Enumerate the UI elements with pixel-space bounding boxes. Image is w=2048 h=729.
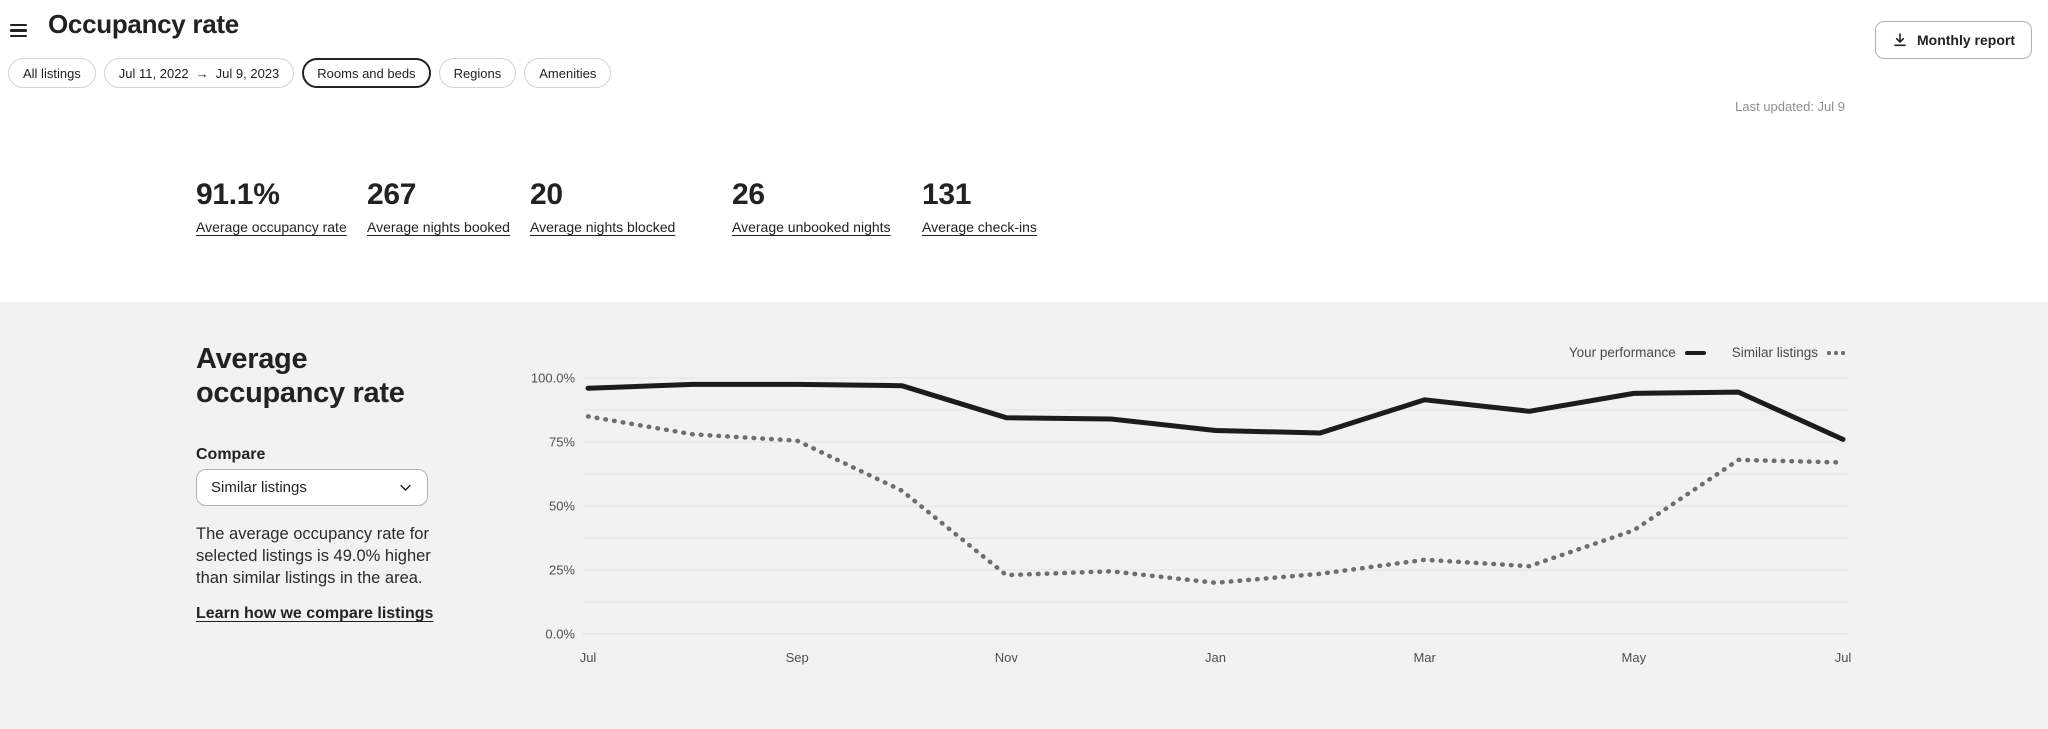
svg-text:100.0%: 100.0% bbox=[531, 371, 576, 386]
metric-label[interactable]: Average unbooked nights bbox=[732, 219, 891, 235]
compare-learn-link[interactable]: Learn how we compare listings bbox=[196, 605, 434, 622]
metric-occupancy-rate: 91.1% Average occupancy rate bbox=[196, 178, 347, 235]
filter-rooms-and-beds[interactable]: Rooms and beds bbox=[302, 58, 431, 88]
metric-label[interactable]: Average nights blocked bbox=[530, 219, 676, 235]
filter-regions-label: Regions bbox=[453, 65, 502, 81]
page-title: Occupancy rate bbox=[48, 9, 239, 39]
svg-text:Jul: Jul bbox=[1835, 650, 1852, 665]
legend-label: Your performance bbox=[1568, 345, 1676, 360]
metric-nights-blocked: 20 Average nights blocked bbox=[530, 178, 675, 235]
metric-check-ins: 131 Average check-ins bbox=[922, 178, 1037, 235]
last-updated-text: Last updated: Jul 9 bbox=[1735, 99, 1845, 114]
filter-all-listings-label: All listings bbox=[23, 65, 81, 81]
legend-label: Similar listings bbox=[1731, 345, 1818, 360]
metric-value: 267 bbox=[367, 178, 417, 211]
filter-amenities-label: Amenities bbox=[539, 65, 597, 81]
metric-value: 91.1% bbox=[196, 178, 280, 211]
svg-text:Jan: Jan bbox=[1205, 650, 1226, 665]
monthly-report-button[interactable]: Monthly report bbox=[1875, 21, 2032, 59]
metric-label[interactable]: Average check-ins bbox=[922, 219, 1037, 235]
solid-line-swatch-icon bbox=[1684, 350, 1706, 355]
svg-text:75%: 75% bbox=[549, 435, 575, 450]
metric-label[interactable]: Average occupancy rate bbox=[196, 219, 347, 235]
svg-text:May: May bbox=[1622, 650, 1647, 665]
filter-amenities[interactable]: Amenities bbox=[524, 58, 612, 88]
metric-nights-booked: 267 Average nights booked bbox=[367, 178, 510, 235]
chart-section: 0.0% 25% 50% 75% 100.0% Jul Sep Nov Jan Mar May Jul… bbox=[0, 302, 2048, 729]
metric-unbooked-nights: 26 Average unbooked nights bbox=[732, 178, 891, 235]
svg-text:Jul: Jul bbox=[580, 650, 597, 665]
dotted-line-swatch-icon bbox=[1827, 350, 1845, 355]
download-icon bbox=[1894, 33, 1906, 47]
svg-text:Mar: Mar bbox=[1413, 650, 1436, 665]
filter-regions[interactable]: Regions bbox=[438, 58, 517, 88]
hamburger-icon[interactable] bbox=[10, 24, 27, 37]
filter-date-range[interactable]: Jul 11, 2022 → Jul 9, 2023 bbox=[103, 58, 295, 88]
metric-value: 20 bbox=[530, 178, 563, 211]
filter-all-listings[interactable]: All listings bbox=[8, 58, 96, 88]
arrow-right-icon: → bbox=[195, 65, 209, 81]
svg-text:Nov: Nov bbox=[995, 650, 1019, 665]
metric-value: 26 bbox=[732, 178, 765, 211]
legend-your-performance[interactable]: Your performance bbox=[1569, 345, 1706, 360]
svg-text:25%: 25% bbox=[549, 563, 575, 578]
metric-value: 131 bbox=[922, 178, 972, 211]
monthly-report-label: Monthly report bbox=[1917, 32, 2015, 48]
compare-label: Compare bbox=[196, 446, 266, 463]
compare-select[interactable]: Similar listings bbox=[196, 469, 428, 506]
metric-label[interactable]: Average nights booked bbox=[367, 219, 510, 235]
chevron-down-icon bbox=[400, 484, 411, 491]
chart-title: Average occupancy rate bbox=[196, 343, 405, 410]
date-end: Jul 9, 2023 bbox=[215, 65, 280, 81]
filter-bar: All listings Jul 11, 2022 → Jul 9, 2023 … bbox=[8, 58, 612, 88]
svg-text:50%: 50% bbox=[549, 499, 575, 514]
chart-legend: Your performance Similar listings bbox=[1569, 345, 1845, 360]
legend-similar-listings[interactable]: Similar listings bbox=[1732, 345, 1845, 360]
compare-select-value: Similar listings bbox=[211, 479, 307, 496]
occupancy-line-chart: 0.0% 25% 50% 75% 100.0% Jul Sep Nov Jan Mar May Jul bbox=[531, 371, 1852, 666]
svg-text:Sep: Sep bbox=[786, 650, 809, 665]
date-start: Jul 11, 2022 bbox=[118, 65, 189, 81]
svg-text:0.0%: 0.0% bbox=[545, 627, 575, 642]
filter-rooms-and-beds-label: Rooms and beds bbox=[317, 65, 416, 81]
compare-description: The average occupancy rate for selected … bbox=[196, 525, 431, 587]
